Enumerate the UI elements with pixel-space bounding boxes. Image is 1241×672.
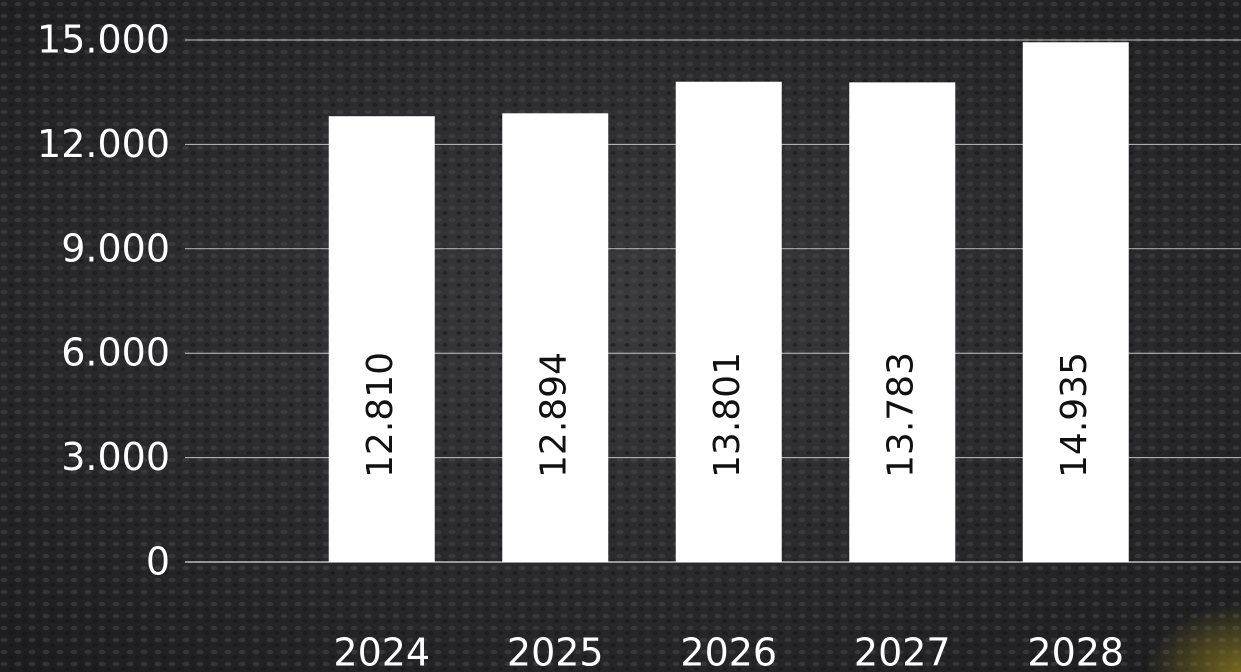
bar-value-label: 12.810 xyxy=(360,352,401,478)
x-tick-label: 2028 xyxy=(1027,631,1124,672)
y-tick-label: 15.000 xyxy=(37,18,170,62)
x-tick-label: 2026 xyxy=(680,631,777,672)
bar xyxy=(502,113,609,562)
bar xyxy=(675,81,782,563)
bar-value-label: 14.935 xyxy=(1054,352,1095,478)
x-tick-label: 2025 xyxy=(507,631,604,672)
plot-area: 0 3.000 6.000 9.000 12.000 15.000 2024 12.810 20… xyxy=(37,18,1241,672)
bar xyxy=(1022,42,1129,562)
bar xyxy=(849,82,956,563)
y-tick-label: 3.000 xyxy=(61,435,170,479)
bar-value-label: 13.801 xyxy=(707,352,748,478)
y-tick-label: 0 xyxy=(146,540,170,584)
bar-value-label: 13.783 xyxy=(880,352,921,478)
bar xyxy=(328,116,435,562)
x-tick-label: 2024 xyxy=(333,631,430,672)
bar-value-label: 12.894 xyxy=(533,352,574,478)
y-tick-label: 12.000 xyxy=(37,122,170,166)
y-tick-label: 9.000 xyxy=(61,226,170,270)
x-tick-label: 2027 xyxy=(854,631,951,672)
y-tick-label: 6.000 xyxy=(61,331,170,375)
